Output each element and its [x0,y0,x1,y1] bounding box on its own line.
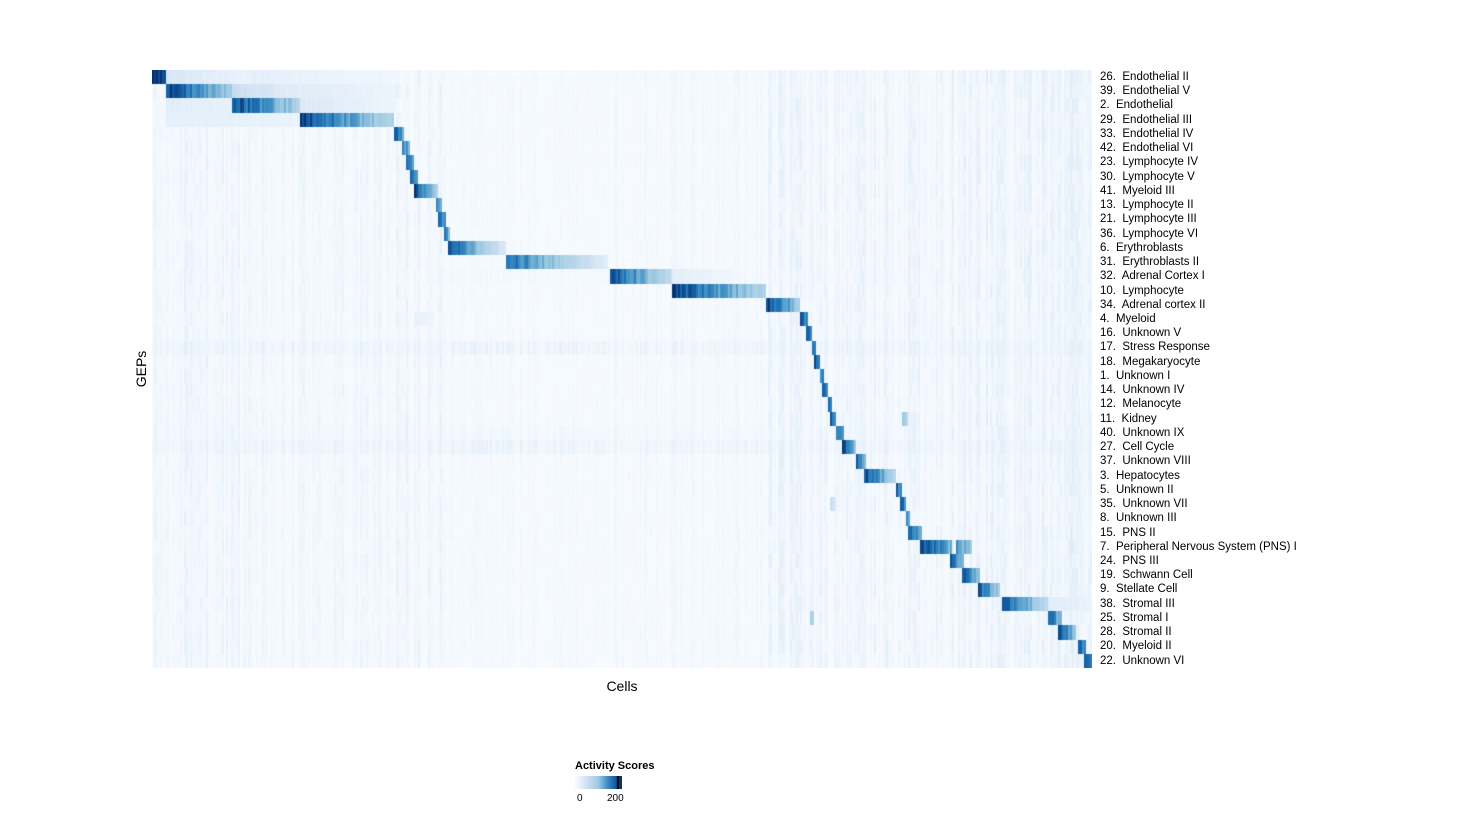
row-label: 1. Unknown I [1100,369,1171,382]
row-label: 42. Endothelial VI [1100,142,1194,155]
row-label: 28. Stromal II [1100,626,1172,639]
row-labels: 26. Endothelial II 39. Endothelial V 2. En… [1100,70,1450,668]
row-label: 16. Unknown V [1100,327,1182,340]
row-label: 3. Hepatocytes [1100,469,1180,482]
row-label: 23. Lymphocyte IV [1100,156,1199,169]
row-label: 21. Lymphocyte III [1100,213,1197,226]
x-axis-label: Cells [606,678,638,694]
row-label: 11. Kidney [1100,412,1157,425]
row-label: 41. Myeloid III [1100,184,1175,197]
row-label: 18. Megakaryocyte [1100,355,1201,368]
row-label: 7. Peripheral Nervous System (PNS) I [1100,540,1297,553]
row-label: 39. Endothelial V [1100,85,1191,98]
row-label: 2. Endothelial [1100,99,1173,112]
row-label: 34. Adrenal cortex II [1100,298,1206,311]
row-label: 19. Schwann Cell [1100,569,1193,582]
legend-tick-min: 0 [577,793,583,804]
row-label: 33. Endothelial IV [1100,127,1194,140]
row-label: 4. Myeloid [1100,312,1156,325]
heatmap-canvas [152,70,1092,668]
legend-ticks: 0 200 [575,793,635,805]
row-label: 30. Lymphocyte V [1100,170,1195,183]
row-label: 14. Unknown IV [1100,384,1185,397]
row-label: 24. PNS III [1100,554,1159,567]
row-label: 12. Melanocyte [1100,398,1182,411]
row-label: 8. Unknown III [1100,512,1177,525]
row-label: 36. Lymphocyte VI [1100,227,1199,240]
row-label: 27. Cell Cycle [1100,441,1175,454]
activity-scores-legend: Activity Scores 0 200 [575,760,685,804]
row-label: 15. PNS II [1100,526,1156,539]
y-axis-label: GEPs [133,350,149,388]
row-label: 13. Lymphocyte II [1100,199,1194,212]
legend-title: Activity Scores [575,760,655,772]
row-label: 22. Unknown VI [1100,654,1185,667]
row-label: 32. Adrenal Cortex I [1100,270,1205,283]
row-label: 29. Endothelial III [1100,113,1193,126]
row-label: 35. Unknown VII [1100,498,1188,511]
row-label: 9. Stellate Cell [1100,583,1178,596]
row-label: 37. Unknown VIII [1100,455,1191,468]
row-label: 26. Endothelial II [1100,71,1189,83]
row-label: 20. Myeloid II [1100,640,1172,653]
legend-tick-max: 200 [607,793,624,804]
row-label: 25. Stromal I [1100,611,1169,624]
row-label: 31. Erythroblasts II [1100,256,1200,269]
row-label: 6. Erythroblasts [1100,241,1184,254]
row-label: 40. Unknown IX [1100,426,1185,439]
row-label: 10. Lymphocyte [1100,284,1184,297]
row-label: 38. Stromal III [1100,597,1175,610]
row-label: 17. Stress Response [1100,341,1210,354]
legend-colorbar [575,776,622,789]
row-label: 5. Unknown II [1100,483,1174,496]
